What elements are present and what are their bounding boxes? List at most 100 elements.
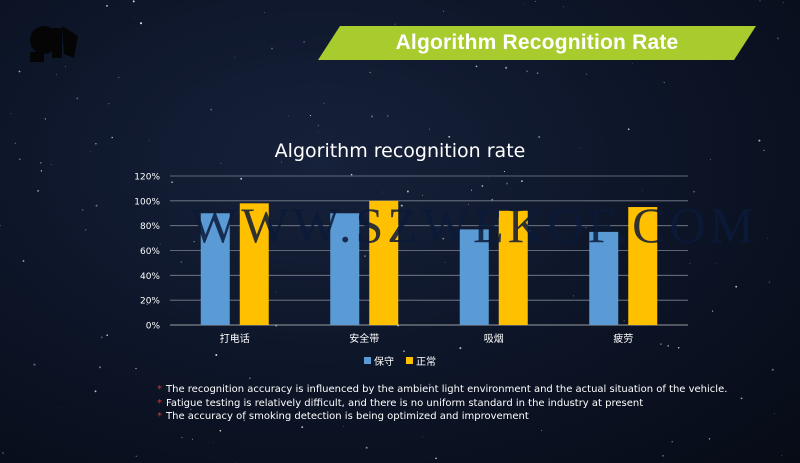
bar-series-2 [369,200,399,325]
star-dot [435,457,437,460]
watermark-text: WWW.SZWEKOF.COM [190,197,759,253]
star-dot [459,347,462,350]
x-tick-label: 安全带 [349,332,379,345]
star-dot [759,0,761,2]
y-tick-label: 0% [146,322,161,332]
note-item: * Fatigue testing is relatively difficult… [157,397,727,411]
star-dot [448,135,451,138]
star-dot [281,161,282,163]
star-dot [148,140,150,142]
star-dot [191,438,193,440]
star-dot [2,452,4,454]
star-dot [81,208,84,211]
star-dot [527,402,529,404]
star-dot [33,363,36,366]
notes-list: * The recognition accuracy is influenced … [157,383,727,424]
star-dot [50,164,52,166]
bar-series-1 [589,231,619,325]
star-dot [19,158,21,161]
star-dot [360,341,362,343]
star-dot [487,177,489,179]
star-dot [660,343,662,345]
star-dot [301,426,304,428]
star-dot [662,454,664,457]
banner-title: Algorithm Recognition Rate [395,31,679,54]
star-dot [364,403,366,405]
star-dot [132,0,135,3]
star-dot [323,102,325,105]
star-dot [134,16,136,18]
star-dot [18,70,21,73]
star-dot [135,455,137,457]
legend-label-series-2: 正常 [416,357,436,368]
star-dot [428,383,431,386]
star-dot [585,73,587,75]
star-dot [627,128,630,131]
company-logo [30,26,78,62]
star-dot [526,70,528,73]
star-dot [525,404,527,406]
star-dot [534,0,536,2]
star-dot [382,191,383,193]
star-dot [350,173,353,176]
star-dot [712,310,714,312]
bar-series-2 [628,207,658,325]
star-dot [64,66,66,68]
star-dot [763,149,765,152]
star-dot [14,142,17,145]
star-dot [470,189,473,191]
note-marker: * [157,397,162,409]
star-dot [106,334,108,336]
star-dot [693,191,695,193]
star-dot [94,390,97,393]
star-dot [667,345,670,347]
star-dot [714,262,716,264]
y-tick-label: 80% [140,222,160,232]
star-dot [677,346,680,349]
star-dot [99,366,102,369]
note-item: * The recognition accuracy is influenced … [157,383,727,397]
star-dot [503,171,505,173]
star-dot [570,403,572,405]
star-dot [777,37,779,40]
star-dot [135,367,137,370]
legend-item-series-1: 保守 [364,353,394,368]
star-dot [428,128,431,130]
y-tick-label: 20% [140,297,160,307]
star-dot [56,74,57,76]
star-dot [406,190,409,193]
star-dot [264,12,265,14]
star-dot [774,413,775,415]
star-dot [275,291,277,293]
star-dot [243,419,246,422]
star-dot [740,397,743,400]
star-dot [220,162,222,164]
note-item: * The accuracy of smoking detection is be… [157,410,727,424]
star-dot [781,454,783,456]
star-dot [387,115,389,117]
star-dot [767,237,768,239]
bar-series-2 [239,203,269,325]
note-text: Fatigue testing is relatively difficult,… [166,397,644,409]
star-dot [95,143,97,145]
star-dot [40,162,42,164]
star-dot [394,23,396,25]
x-tick-label: 吸烟 [484,332,504,345]
star-dot [309,115,312,117]
star-dot [359,399,361,401]
star-dot [708,438,711,440]
star-dot [663,82,665,84]
star-dot [159,243,161,245]
title-banner: Algorithm Recognition Rate [318,26,756,60]
bar-series-2 [498,210,528,325]
note-text: The accuracy of smoking detection is bei… [166,411,529,422]
star-dot [89,151,91,153]
star-dot [365,446,368,449]
star-dot [689,263,691,265]
star-dot [111,136,114,139]
star-dot [623,320,625,322]
star-dot [523,3,524,4]
star-dot [303,41,305,43]
star-dot [287,115,289,117]
